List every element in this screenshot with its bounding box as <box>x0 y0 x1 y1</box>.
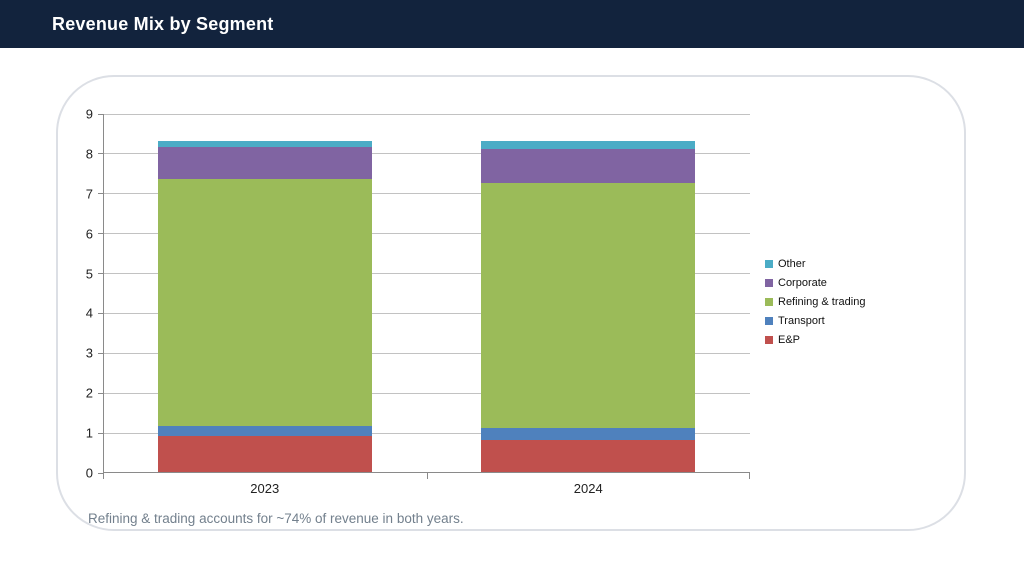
bar-segment-2023-other <box>157 140 372 147</box>
bar-2023 <box>157 140 372 472</box>
y-tick-mark-8 <box>98 153 104 155</box>
legend-item-transport: Transport <box>765 311 865 330</box>
bar-segment-2024-other <box>481 140 696 149</box>
y-tick-label-4: 4 <box>85 305 93 321</box>
y-tick-label-9: 9 <box>85 106 93 122</box>
legend-label: Other <box>778 257 806 270</box>
legend-label: Transport <box>778 314 825 327</box>
page-title: Revenue Mix by Segment <box>52 13 274 34</box>
bar-2024 <box>481 140 696 472</box>
y-tick-label-8: 8 <box>85 146 93 162</box>
x-tick-mark-1 <box>426 473 428 479</box>
y-tick-mark-6 <box>98 233 104 235</box>
legend-item-corporate: Corporate <box>765 273 865 292</box>
gridline-7 <box>103 193 750 195</box>
legend-swatch-icon <box>765 316 773 325</box>
legend-swatch-icon <box>765 278 773 287</box>
chart-legend: Other Corporate Refining & trading Transpor… <box>765 254 865 349</box>
y-tick-label-1: 1 <box>85 425 93 441</box>
bar-segment-2024-refining-trading <box>481 182 696 429</box>
legend-label: Refining & trading <box>778 295 866 308</box>
bar-segment-2024-corporate <box>481 148 696 183</box>
legend-item-e-p: E&P <box>765 330 865 349</box>
y-tick-label-5: 5 <box>85 266 93 282</box>
bar-segment-2023-corporate <box>157 146 372 179</box>
legend-item-refining-trading: Refining & trading <box>765 292 865 311</box>
y-tick-mark-2 <box>98 392 104 394</box>
y-tick-mark-5 <box>98 273 104 275</box>
y-axis-line <box>103 114 104 473</box>
stacked-bar-chart: 0 1 2 3 4 5 6 7 8 9 2023 2024 <box>86 108 750 496</box>
bar-segment-2024-e-p <box>481 440 696 472</box>
gridline-9 <box>103 113 750 115</box>
legend-swatch-icon <box>765 297 773 306</box>
gridline-6 <box>103 233 750 235</box>
y-tick-label-2: 2 <box>85 385 93 401</box>
legend-swatch-icon <box>765 335 773 344</box>
x-axis-label-2023: 2023 <box>250 481 280 496</box>
legend-label: E&P <box>778 333 801 346</box>
legend-item-other: Other <box>765 254 865 273</box>
y-tick-label-6: 6 <box>85 226 93 242</box>
gridline-8 <box>103 153 750 155</box>
bar-segment-2023-refining-trading <box>157 178 372 427</box>
x-axis-line <box>103 472 750 473</box>
y-tick-mark-9 <box>98 113 104 115</box>
y-tick-label-0: 0 <box>85 465 93 481</box>
bar-segment-2023-transport <box>157 426 372 437</box>
x-axis-label-2024: 2024 <box>573 481 603 496</box>
gridline-2 <box>103 392 750 394</box>
x-tick-mark-0 <box>103 473 104 479</box>
bar-segment-2024-transport <box>481 428 696 441</box>
y-tick-label-3: 3 <box>85 345 93 361</box>
y-tick-label-7: 7 <box>85 186 93 202</box>
y-tick-mark-1 <box>98 432 104 434</box>
legend-swatch-icon <box>765 259 773 268</box>
chart-caption: Refining & trading accounts for ~74% of … <box>88 511 464 526</box>
y-tick-mark-0 <box>98 472 104 474</box>
chart-card <box>56 75 966 531</box>
y-tick-mark-4 <box>98 312 104 314</box>
gridline-4 <box>103 312 750 314</box>
y-tick-mark-7 <box>98 193 104 195</box>
gridline-5 <box>103 273 750 275</box>
legend-label: Corporate <box>778 276 827 289</box>
bar-segment-2023-e-p <box>157 436 372 472</box>
x-tick-mark-2 <box>749 473 750 479</box>
gridline-1 <box>103 432 750 434</box>
slide-header: Revenue Mix by Segment <box>0 0 1024 48</box>
y-tick-mark-3 <box>98 352 104 354</box>
gridline-3 <box>103 352 750 354</box>
